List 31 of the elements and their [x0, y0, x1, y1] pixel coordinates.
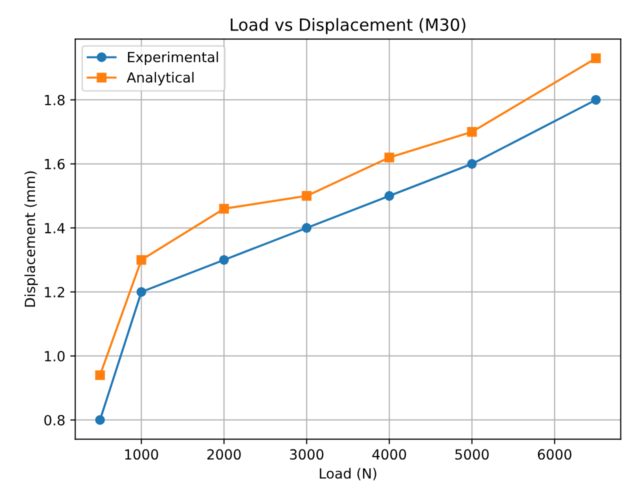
point	[302, 191, 312, 201]
x-tick-label: 2000	[207, 449, 241, 460]
x-tick-label: 6000	[538, 449, 572, 460]
y-tick-label: 1.2	[44, 286, 64, 298]
y-tick-label: 1.8	[44, 94, 65, 106]
point	[302, 223, 312, 233]
point	[219, 255, 229, 265]
point	[591, 53, 601, 64]
point	[467, 127, 477, 137]
point	[95, 370, 105, 380]
y-tick-label: 0.8	[44, 414, 65, 426]
point	[591, 95, 601, 105]
x-tick-label: 4000	[372, 449, 406, 460]
point	[384, 152, 394, 162]
chart-title: Load vs Displacement (M30)	[230, 18, 466, 34]
y-tick-label: 1.4	[44, 223, 65, 234]
y-tick-label: 1.0	[44, 350, 65, 362]
y-axis-title: Displacement (mm)	[24, 171, 38, 307]
legend-label: Analytical	[126, 72, 194, 86]
point	[219, 204, 229, 214]
point	[384, 191, 394, 201]
legend-label: Experimental	[128, 52, 218, 65]
x-tick-label: 1000	[125, 449, 158, 460]
y-tick-label: 1.6	[44, 158, 65, 170]
point	[95, 415, 105, 425]
point	[136, 255, 146, 265]
point	[467, 159, 477, 169]
point	[136, 287, 146, 297]
x-axis-title: Load (N)	[320, 468, 376, 480]
x-tick-label: 5000	[455, 449, 489, 460]
x-tick-label: 3000	[290, 449, 324, 460]
